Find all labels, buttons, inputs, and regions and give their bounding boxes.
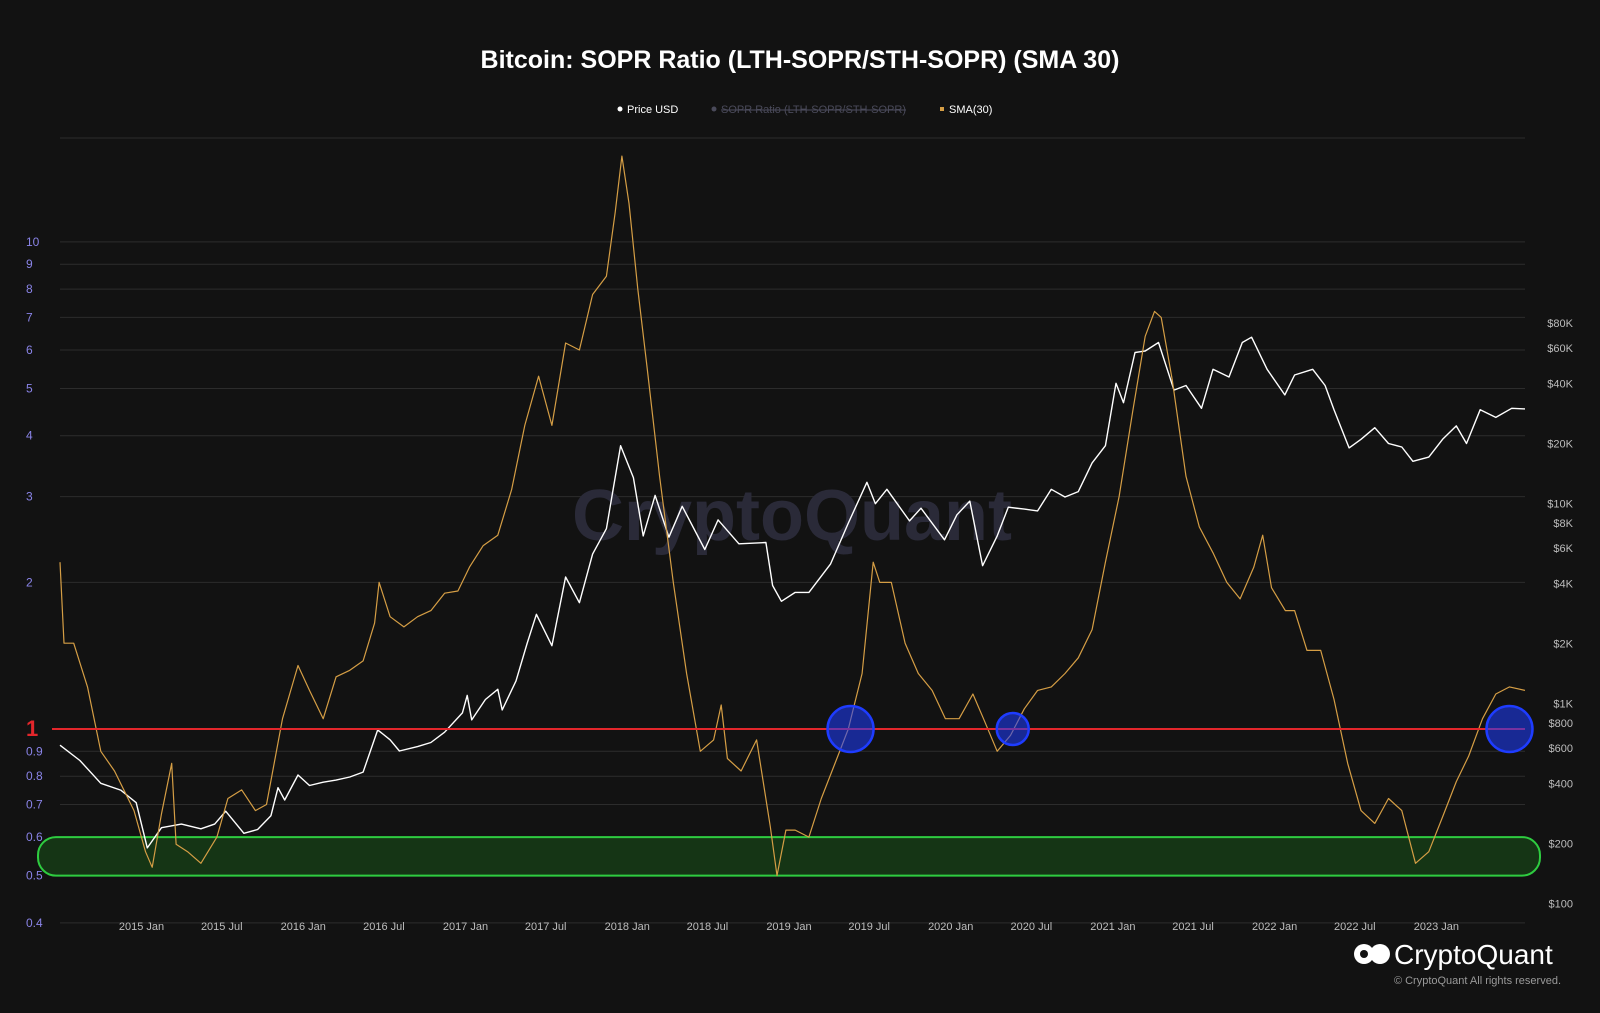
legend-item-sopr[interactable]: SOPR Ratio (LTH-SOPR/STH-SOPR) <box>721 104 906 116</box>
x-tick-label: 2023 Jan <box>1414 921 1459 933</box>
price-usd-line <box>59 336 1526 849</box>
y-left-tick-label: 9 <box>26 257 33 271</box>
y-right-tick-label: $1K <box>1553 699 1573 711</box>
y-left-tick-label: 0.9 <box>26 744 43 758</box>
y-right-tick-label: $8K <box>1553 518 1573 530</box>
y-right-tick-label: $2K <box>1553 638 1573 650</box>
highlight-circle <box>826 704 875 754</box>
x-tick-label: 2015 Jan <box>119 921 164 933</box>
x-tick-label: 2020 Jul <box>1011 921 1053 933</box>
legend-item-sma[interactable]: SMA(30) <box>949 104 992 116</box>
chart-title: Bitcoin: SOPR Ratio (LTH-SOPR/STH-SOPR) … <box>481 46 1120 74</box>
x-tick-label: 2020 Jan <box>928 921 973 933</box>
y-left-tick-label: 0.6 <box>26 830 43 844</box>
sma30-line <box>59 155 1526 877</box>
legend-marker-price <box>617 106 623 112</box>
y-left-tick-label: 0.8 <box>26 769 43 783</box>
y-right-tick-label: $200 <box>1549 838 1573 850</box>
y-right-tick-label: $80K <box>1547 318 1573 330</box>
y-left-tick-label: 10 <box>26 235 40 249</box>
y-left-tick-label: 8 <box>26 282 33 296</box>
y-axis-left: 0.4 0.5 0.6 0.7 0.8 0.9 2 3 4 5 6 7 8 9 10 <box>26 235 43 930</box>
y-left-tick-label: 2 <box>26 575 33 589</box>
y-left-tick-label: 3 <box>26 490 33 504</box>
x-tick-label: 2022 Jul <box>1334 921 1376 933</box>
y-right-tick-label: $10K <box>1547 499 1573 511</box>
highlight-circle <box>995 711 1030 747</box>
grid <box>60 137 1525 924</box>
x-tick-label: 2018 Jul <box>687 921 729 933</box>
y-right-tick-label: $100 <box>1549 899 1573 911</box>
brand-logo: CryptoQuant <box>1354 939 1553 970</box>
watermark: CryptoQuant <box>572 476 1012 556</box>
legend-item-price[interactable]: Price USD <box>627 104 678 116</box>
brand-name: CryptoQuant <box>1394 939 1553 970</box>
y-right-tick-label: $40K <box>1547 378 1573 390</box>
y-right-tick-label: $800 <box>1549 718 1573 730</box>
x-tick-label: 2015 Jul <box>201 921 243 933</box>
x-tick-label: 2021 Jul <box>1172 921 1214 933</box>
y-right-tick-label: $600 <box>1549 743 1573 755</box>
series-layer <box>59 155 1526 877</box>
x-tick-label: 2018 Jan <box>605 921 650 933</box>
y-left-tick-label: 5 <box>26 382 33 396</box>
y-left-tick-label: 4 <box>26 429 33 443</box>
undervalued-zone <box>37 836 1541 877</box>
zone-layer <box>37 836 1541 877</box>
x-tick-label: 2019 Jul <box>848 921 890 933</box>
y-left-tick-label: 6 <box>26 343 33 357</box>
y-right-tick-label: $6K <box>1553 543 1573 555</box>
x-tick-label: 2017 Jan <box>443 921 488 933</box>
y-left-tick-label: 7 <box>26 310 33 324</box>
x-axis: 2015 Jan 2015 Jul 2016 Jan 2016 Jul 2017 Jan… <box>119 921 1459 933</box>
y-right-tick-label: $60K <box>1547 343 1573 355</box>
y-axis-right: $100 $200 $400 $600 $800 $1K $2K $4K $6K $8K $10K $… <box>1547 318 1573 911</box>
x-tick-label: 2021 Jan <box>1090 921 1135 933</box>
legend-marker-sma <box>940 107 944 111</box>
x-tick-label: 2016 Jan <box>281 921 326 933</box>
y-right-tick-label: $20K <box>1547 438 1573 450</box>
highlight-circle <box>1485 704 1534 754</box>
y-right-tick-label: $4K <box>1553 578 1573 590</box>
highlight-layer <box>826 704 1534 754</box>
x-tick-label: 2016 Jul <box>363 921 405 933</box>
legend-marker-sopr <box>711 106 717 112</box>
reference-line-label: 1 <box>26 716 38 741</box>
y-left-tick-label: 0.5 <box>26 869 43 883</box>
legend: Price USD SOPR Ratio (LTH-SOPR/STH-SOPR)… <box>617 104 992 116</box>
y-right-tick-label: $400 <box>1549 778 1573 790</box>
y-left-tick-label: 0.4 <box>26 916 43 930</box>
x-tick-label: 2017 Jul <box>525 921 567 933</box>
x-tick-label: 2019 Jan <box>766 921 811 933</box>
y-left-tick-label: 0.7 <box>26 797 43 811</box>
x-tick-label: 2022 Jan <box>1252 921 1297 933</box>
copyright: © CryptoQuant All rights reserved. <box>1394 975 1561 987</box>
